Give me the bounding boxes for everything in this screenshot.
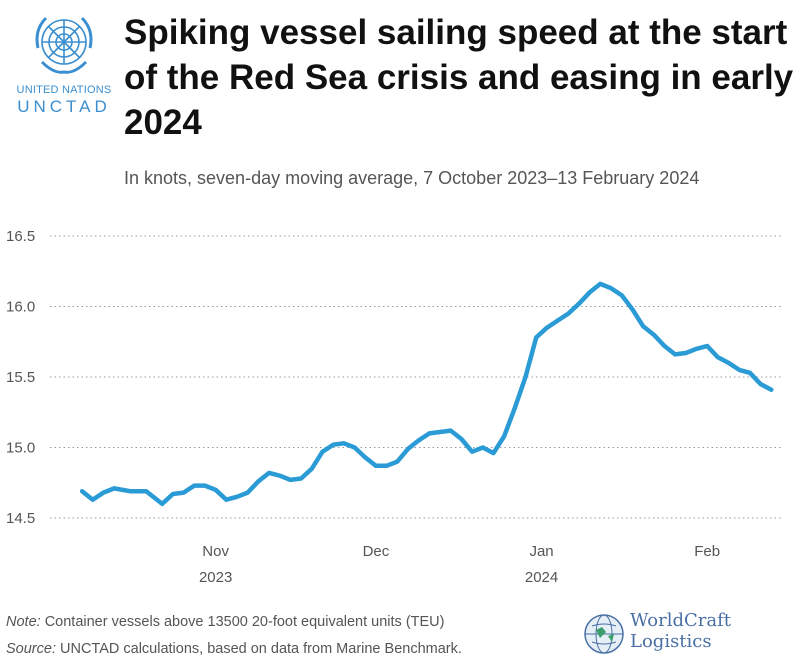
source-text: UNCTAD calculations, based on data from … [55, 641, 462, 657]
data-point [748, 371, 752, 375]
data-point [705, 344, 709, 348]
data-point [769, 388, 773, 392]
data-point [353, 446, 356, 449]
logo-org-line2: UNCTAD [17, 97, 111, 116]
data-point [620, 293, 624, 297]
data-point [641, 324, 645, 328]
data-point [246, 491, 250, 494]
data-point [673, 353, 677, 356]
series-points [80, 282, 773, 506]
watermark-line2: Logistics [630, 631, 712, 652]
data-point [128, 489, 132, 493]
y-tick-label: 15.0 [6, 440, 35, 457]
chart-title: Spiking vessel sailing speed at the star… [124, 13, 794, 142]
data-point [171, 492, 175, 496]
logo-org-line1: UNITED NATIONS [16, 84, 112, 96]
x-tick-label: Feb [694, 543, 720, 560]
data-point [342, 441, 346, 445]
data-point [257, 479, 260, 483]
data-point [91, 498, 95, 502]
data-point [716, 355, 720, 359]
data-point [385, 464, 388, 468]
data-point [684, 351, 688, 355]
note-label: Note: [6, 614, 41, 630]
data-point [289, 478, 292, 482]
data-point [470, 450, 474, 454]
data-point [428, 432, 431, 435]
x-tick-label: Dec [363, 543, 390, 560]
data-point [663, 344, 666, 348]
data-point [310, 467, 314, 471]
series-line-sailing-speed [79, 281, 774, 507]
data-point [727, 361, 730, 365]
note-text: Container vessels above 13500 20-foot eq… [40, 614, 445, 630]
data-point [112, 487, 116, 490]
data-point [395, 460, 399, 463]
data-point [102, 491, 105, 494]
y-axis-ticks: 14.5 15.0 15.5 16.0 16.5 [6, 228, 35, 527]
data-point [438, 430, 442, 434]
data-point [160, 502, 164, 506]
data-point [524, 375, 527, 379]
data-point [299, 477, 303, 480]
y-tick-label: 16.5 [6, 228, 35, 245]
y-tick-label: 16.0 [6, 299, 35, 316]
data-point [192, 484, 196, 487]
data-point [203, 484, 207, 487]
chart-subtitle: In knots, seven-day moving average, 7 Oc… [124, 168, 700, 188]
source-label: Source: [6, 641, 56, 657]
data-point [513, 406, 517, 410]
data-point [363, 456, 367, 459]
y-tick-label: 15.5 [6, 369, 35, 386]
data-point [374, 464, 378, 468]
data-point [534, 336, 538, 339]
globe-icon [584, 614, 624, 654]
line-chart: 14.5 15.0 15.5 16.0 16.5 Nov 2023 Dec Jan 2024 Fe… [6, 228, 782, 586]
watermark-line1: WorldCraft [630, 610, 732, 631]
data-point [449, 429, 453, 432]
data-point [502, 434, 506, 438]
data-point [556, 319, 559, 322]
data-point [278, 474, 282, 478]
data-point [598, 282, 602, 286]
x-tick-label: Nov [202, 543, 229, 560]
data-point [214, 488, 218, 492]
x-tick-label: Jan [529, 543, 553, 560]
note-footer: Note: Container vessels above 13500 20-f… [6, 614, 444, 630]
source-footer: Source: UNCTAD calculations, based on da… [6, 641, 462, 657]
gridlines [50, 235, 782, 519]
x-tick-year-label: 2024 [525, 569, 558, 586]
data-point [566, 312, 570, 315]
data-point [144, 489, 148, 493]
x-tick-year-label: 2023 [199, 569, 232, 586]
y-tick-label: 14.5 [6, 510, 35, 527]
data-point [652, 333, 656, 337]
data-point [631, 307, 634, 311]
data-point [481, 446, 485, 449]
data-point [406, 447, 410, 451]
data-point [267, 471, 271, 475]
data-point [224, 498, 228, 502]
data-point [235, 495, 239, 499]
data-point [759, 382, 762, 386]
un-logo: UNITED NATIONS UNCTAD [8, 8, 120, 130]
data-point [695, 347, 698, 351]
data-point [182, 491, 186, 494]
data-point [609, 286, 613, 290]
data-point [460, 437, 463, 441]
data-point [80, 489, 84, 493]
x-axis-ticks: Nov 2023 Dec Jan 2024 Feb [199, 543, 720, 586]
data-point [331, 443, 335, 447]
data-point [737, 368, 741, 372]
data-point [321, 450, 324, 454]
data-point [492, 451, 495, 455]
data-point [588, 291, 591, 294]
data-point [417, 439, 421, 442]
un-emblem-icon [35, 16, 93, 74]
watermark-logo: WorldCraft Logistics [580, 610, 760, 660]
data-point [577, 302, 581, 306]
data-point [545, 326, 549, 330]
